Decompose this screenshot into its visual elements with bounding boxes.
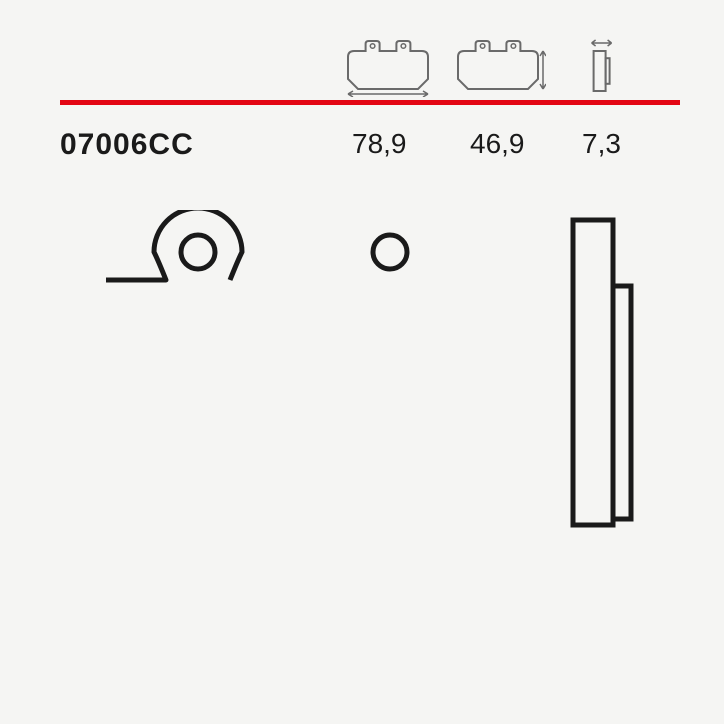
product-code: 07006CC: [60, 128, 194, 162]
dimension-thickness-value: 7,3: [582, 128, 621, 160]
thickness-dimension-icon: [560, 37, 656, 97]
technical-drawing: [75, 210, 655, 550]
dimension-height-value: 46,9: [470, 128, 525, 160]
product-spec-diagram: 07006CC 78,9 46,9 7,3: [0, 0, 724, 724]
dimension-icons-row: [340, 32, 656, 97]
brake-pad-drawing: [75, 210, 655, 550]
width-dimension-icon: [340, 37, 436, 97]
height-dimension-icon: [450, 37, 546, 97]
dimension-width-value: 78,9: [352, 128, 407, 160]
separator-line: [60, 100, 680, 105]
